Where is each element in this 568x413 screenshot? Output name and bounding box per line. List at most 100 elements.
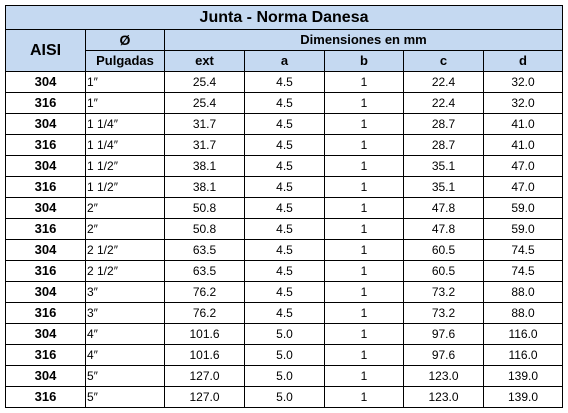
- b-cell: 1: [324, 323, 404, 345]
- aisi-cell: 316: [5, 386, 86, 408]
- ext-cell: 25.4: [164, 92, 245, 114]
- c-cell: 47.8: [403, 218, 484, 240]
- ext-cell: 127.0: [164, 386, 245, 408]
- ext-cell: 38.1: [164, 155, 245, 177]
- a-cell: 5.0: [244, 323, 325, 345]
- ext-cell: 31.7: [164, 134, 245, 156]
- b-cell: 1: [324, 281, 404, 303]
- table-row: 304 1″ 25.4 4.5 1 22.4 32.0: [5, 71, 564, 93]
- d-cell: 32.0: [482, 92, 564, 114]
- d-cell: 47.0: [482, 155, 564, 177]
- ext-cell: 50.8: [164, 197, 245, 219]
- a-cell: 4.5: [244, 176, 325, 198]
- table-row: 316 3″ 76.2 4.5 1 73.2 88.0: [5, 302, 564, 324]
- c-cell: 123.0: [403, 365, 484, 387]
- inches-cell: 1 1/4″: [85, 134, 165, 156]
- table-row: 304 4″ 101.6 5.0 1 97.6 116.0: [5, 323, 564, 345]
- a-cell: 4.5: [244, 113, 325, 135]
- aisi-cell: 304: [5, 239, 86, 261]
- inches-cell: 2 1/2″: [85, 239, 165, 261]
- c-cell: 35.1: [403, 176, 484, 198]
- b-cell: 1: [324, 302, 404, 324]
- table-row: 316 1″ 25.4 4.5 1 22.4 32.0: [5, 92, 564, 114]
- b-cell: 1: [324, 71, 404, 93]
- c-header: c: [403, 50, 484, 72]
- aisi-cell: 304: [5, 323, 86, 345]
- c-cell: 123.0: [403, 386, 484, 408]
- a-cell: 4.5: [244, 155, 325, 177]
- c-cell: 28.7: [403, 113, 484, 135]
- b-cell: 1: [324, 113, 404, 135]
- d-cell: 139.0: [482, 365, 564, 387]
- a-cell: 4.5: [244, 281, 325, 303]
- diameter-symbol-header: Ø: [85, 29, 165, 51]
- inches-cell: 5″: [85, 365, 165, 387]
- b-cell: 1: [324, 344, 404, 366]
- aisi-cell: 304: [5, 71, 86, 93]
- c-cell: 97.6: [403, 344, 484, 366]
- table-row: 304 2 1/2″ 63.5 4.5 1 60.5 74.5: [5, 239, 564, 261]
- c-cell: 97.6: [403, 323, 484, 345]
- ext-cell: 101.6: [164, 323, 245, 345]
- b-cell: 1: [324, 218, 404, 240]
- a-cell: 4.5: [244, 239, 325, 261]
- d-cell: 41.0: [482, 134, 564, 156]
- ext-cell: 101.6: [164, 344, 245, 366]
- table-row: 304 1 1/4″ 31.7 4.5 1 28.7 41.0: [5, 113, 564, 135]
- aisi-cell: 316: [5, 134, 86, 156]
- b-cell: 1: [324, 365, 404, 387]
- aisi-cell: 304: [5, 197, 86, 219]
- inches-header: Pulgadas: [85, 50, 165, 72]
- table-row: 316 5″ 127.0 5.0 1 123.0 139.0: [5, 386, 564, 408]
- aisi-cell: 304: [5, 365, 86, 387]
- table-row: 316 2″ 50.8 4.5 1 47.8 59.0: [5, 218, 564, 240]
- d-cell: 74.5: [482, 239, 564, 261]
- a-cell: 4.5: [244, 260, 325, 282]
- a-header: a: [244, 50, 325, 72]
- d-cell: 74.5: [482, 260, 564, 282]
- table-row: 316 1 1/2″ 38.1 4.5 1 35.1 47.0: [5, 176, 564, 198]
- a-cell: 4.5: [244, 92, 325, 114]
- b-cell: 1: [324, 92, 404, 114]
- ext-cell: 76.2: [164, 281, 245, 303]
- table-row: 316 2 1/2″ 63.5 4.5 1 60.5 74.5: [5, 260, 564, 282]
- inches-cell: 1 1/2″: [85, 176, 165, 198]
- inches-cell: 1 1/4″: [85, 113, 165, 135]
- ext-cell: 38.1: [164, 176, 245, 198]
- gasket-dimensions-table: Junta - Norma Danesa AISI Ø Dimensiones …: [4, 5, 564, 408]
- d-cell: 47.0: [482, 176, 564, 198]
- ext-cell: 76.2: [164, 302, 245, 324]
- c-cell: 22.4: [403, 92, 484, 114]
- a-cell: 4.5: [244, 302, 325, 324]
- table-row: 304 2″ 50.8 4.5 1 47.8 59.0: [5, 197, 564, 219]
- a-cell: 5.0: [244, 344, 325, 366]
- aisi-cell: 316: [5, 92, 86, 114]
- table-title: Junta - Norma Danesa: [4, 5, 564, 30]
- table-body: 304 1″ 25.4 4.5 1 22.4 32.0 316 1″ 25.4 4.5 1 22.4 32…: [5, 71, 564, 408]
- ext-cell: 63.5: [164, 260, 245, 282]
- inches-cell: 5″: [85, 386, 165, 408]
- a-cell: 5.0: [244, 365, 325, 387]
- table-row: 304 1 1/2″ 38.1 4.5 1 35.1 47.0: [5, 155, 564, 177]
- d-cell: 32.0: [482, 71, 564, 93]
- table-row: 304 3″ 76.2 4.5 1 73.2 88.0: [5, 281, 564, 303]
- a-cell: 4.5: [244, 197, 325, 219]
- d-cell: 139.0: [482, 386, 564, 408]
- d-cell: 88.0: [482, 302, 564, 324]
- inches-cell: 1 1/2″: [85, 155, 165, 177]
- ext-cell: 63.5: [164, 239, 245, 261]
- c-cell: 22.4: [403, 71, 484, 93]
- inches-cell: 3″: [85, 281, 165, 303]
- inches-cell: 2″: [85, 218, 165, 240]
- ext-cell: 25.4: [164, 71, 245, 93]
- d-cell: 59.0: [482, 218, 564, 240]
- a-cell: 5.0: [244, 386, 325, 408]
- aisi-cell: 316: [5, 176, 86, 198]
- d-cell: 59.0: [482, 197, 564, 219]
- c-cell: 28.7: [403, 134, 484, 156]
- d-header: d: [482, 50, 564, 72]
- b-cell: 1: [324, 260, 404, 282]
- aisi-cell: 316: [5, 260, 86, 282]
- c-cell: 73.2: [403, 281, 484, 303]
- b-cell: 1: [324, 239, 404, 261]
